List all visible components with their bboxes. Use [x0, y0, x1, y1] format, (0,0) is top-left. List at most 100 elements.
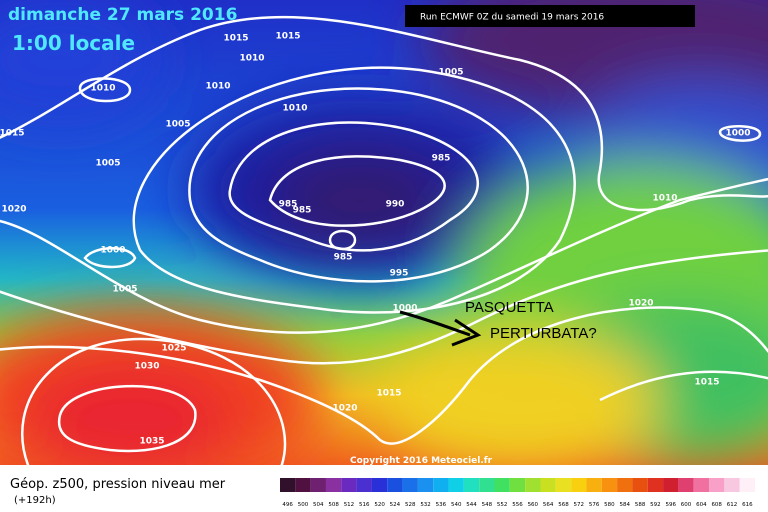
- scale-label: 564: [543, 502, 554, 508]
- scale-swatch: [509, 478, 526, 492]
- scale-label: 500: [298, 502, 309, 508]
- scale-swatch: [463, 478, 480, 492]
- scale-swatch: [494, 478, 510, 492]
- scale-swatch: [387, 478, 403, 492]
- isobar-labels: 1015 1015 1010 1010 1010 1005 1005 1015 1005 1010…: [0, 32, 751, 447]
- copyright: Copyright 2016 Meteociel.fr: [350, 456, 493, 466]
- annotation: PASQUETTA: [465, 299, 554, 316]
- isobar-label: 1010: [239, 54, 264, 64]
- scale-label: 596: [665, 502, 676, 508]
- scale-label: 600: [681, 502, 692, 508]
- scale-label: 520: [374, 502, 385, 508]
- isobar-label: 995: [390, 269, 409, 279]
- isobar-label: 1005: [438, 68, 463, 78]
- scale-label: 568: [558, 502, 569, 508]
- scale-label: 616: [742, 502, 753, 508]
- scale-label: 544: [466, 502, 477, 508]
- scale-swatch: [632, 478, 648, 492]
- isobar-label: 1015: [694, 378, 719, 388]
- map-background: 1015 1015 1010 1010 1010 1005 1005 1015 1005 1010…: [0, 0, 768, 466]
- scale-swatch: [678, 478, 694, 492]
- scale-swatch: [525, 478, 541, 492]
- scale-swatch: [709, 478, 725, 492]
- scale-label: 572: [574, 502, 585, 508]
- isobar-label: 990: [386, 200, 405, 210]
- scale-swatch: [341, 478, 357, 492]
- scale-swatch: [586, 478, 602, 492]
- arrow: [399, 310, 482, 347]
- scale-swatch: [448, 478, 464, 492]
- scale-label: 592: [650, 502, 661, 508]
- scale-label: 580: [604, 502, 615, 508]
- isobar-label: 1015: [0, 129, 25, 139]
- date: dimanche 27 mars 2016: [8, 5, 237, 25]
- scale-label: 608: [711, 502, 722, 508]
- scale-label: 524: [390, 502, 401, 508]
- scale-swatch: [617, 478, 633, 492]
- scale-label: 604: [696, 502, 707, 508]
- scale-swatch: [555, 478, 572, 492]
- scale-swatch: [295, 478, 311, 492]
- isobar-label: 1035: [139, 437, 164, 447]
- scale-label: 504: [313, 502, 324, 508]
- scale-label: 552: [497, 502, 508, 508]
- scale-swatch: [417, 478, 434, 492]
- scale-swatch: [540, 478, 556, 492]
- isobar-label: 1020: [332, 404, 357, 414]
- isobar-label: 1015: [223, 34, 248, 44]
- scale-swatch: [571, 478, 587, 492]
- scale-swatch: [479, 478, 495, 492]
- scale-label: 548: [482, 502, 493, 508]
- scale-swatch: [693, 478, 710, 492]
- isobar-label: 1005: [112, 285, 137, 295]
- isobar-label: 1000: [725, 129, 750, 139]
- isobar-label: 1025: [161, 344, 186, 354]
- isobar-label: 1010: [205, 82, 230, 92]
- scale-label: 512: [344, 502, 355, 508]
- scale-label: 584: [620, 502, 631, 508]
- isobar-label: 1015: [275, 32, 300, 42]
- isobar-label: 985: [432, 154, 451, 164]
- color-scale: 496 500 504 508 512 516 520 524 528 532 536 540 544 5…: [280, 478, 755, 508]
- scale-label: 560: [528, 502, 539, 508]
- footer-lead: (+192h): [14, 495, 56, 506]
- scale-swatch: [739, 478, 755, 492]
- isobar-label: 1010: [282, 104, 307, 114]
- scale-swatch: [325, 478, 342, 492]
- scale-label: 528: [405, 502, 416, 508]
- scale-swatch: [663, 478, 679, 492]
- isobar-label: 985: [279, 200, 298, 210]
- time: 1:00 locale: [12, 31, 135, 55]
- scale-label: 496: [282, 502, 293, 508]
- scale-swatch: [402, 478, 418, 492]
- scale-label: 576: [589, 502, 600, 508]
- scale-label: 516: [359, 502, 370, 508]
- isobar-label: 985: [293, 206, 312, 216]
- scale-label: 540: [451, 502, 462, 508]
- run-label: Run ECMWF 0Z du samedi 19 mars 2016: [420, 13, 604, 23]
- isobar-label: 1005: [95, 159, 120, 169]
- footer-title: Géop. z500, pression niveau mer: [10, 477, 226, 492]
- isobar-label: 1015: [376, 389, 401, 399]
- run-box: [405, 5, 695, 27]
- isobar-label: 1010: [652, 194, 677, 204]
- scale-label: 556: [512, 502, 523, 508]
- isobar-label: 1030: [134, 362, 159, 372]
- scale-swatch: [371, 478, 388, 492]
- scale-swatch: [433, 478, 449, 492]
- scale-label: 612: [727, 502, 738, 508]
- isobar-label: 1020: [628, 299, 653, 309]
- scale-swatch: [280, 478, 296, 492]
- annotation: PERTURBATA?: [490, 325, 597, 342]
- isobar-label: 1020: [1, 205, 26, 215]
- scale-swatch: [724, 478, 740, 492]
- isobar-label: 985: [334, 253, 353, 263]
- scale-swatch: [356, 478, 372, 492]
- scale-label: 588: [635, 502, 646, 508]
- scale-label: 508: [328, 502, 339, 508]
- isobar-label: 1010: [90, 84, 115, 94]
- isobar-label: 1000: [392, 304, 417, 314]
- scale-swatch: [310, 478, 326, 492]
- isobar-label: 1000: [100, 246, 125, 256]
